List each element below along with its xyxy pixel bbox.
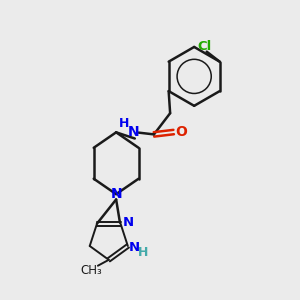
Text: O: O [176, 125, 188, 139]
Text: N: N [128, 125, 139, 139]
Text: N: N [129, 241, 140, 254]
Text: CH₃: CH₃ [80, 264, 102, 277]
Text: N: N [122, 216, 134, 229]
Text: N: N [110, 187, 122, 201]
Text: H: H [119, 117, 129, 130]
Text: H: H [138, 246, 148, 259]
Text: Cl: Cl [197, 40, 212, 53]
